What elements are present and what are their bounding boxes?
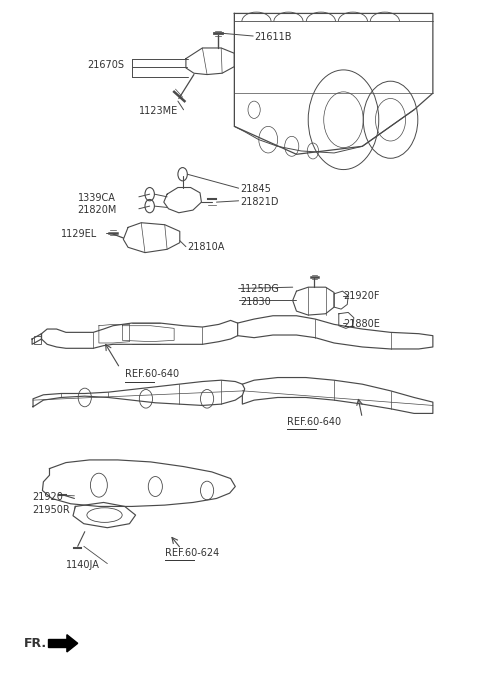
Text: 21611B: 21611B [254,33,292,42]
Polygon shape [67,635,78,652]
Text: 1125DG: 1125DG [240,283,280,294]
Text: 21920: 21920 [32,492,63,502]
Text: 21821D: 21821D [240,197,278,207]
Text: REF.60-640: REF.60-640 [287,417,341,427]
Text: 1123ME: 1123ME [139,106,178,116]
Text: 21670S: 21670S [87,60,124,71]
Text: 21920F: 21920F [344,292,380,302]
Text: 21820M: 21820M [78,205,117,215]
Text: REF.60-624: REF.60-624 [165,548,219,558]
Text: 21810A: 21810A [187,242,225,252]
Text: 1339CA: 1339CA [78,193,116,203]
Text: 21845: 21845 [240,184,271,194]
Text: REF.60-640: REF.60-640 [125,370,179,379]
Bar [34,336,40,344]
Text: 21880E: 21880E [344,319,380,330]
Text: FR.: FR. [24,637,47,650]
Text: 1129EL: 1129EL [61,229,97,239]
Text: 1140JA: 1140JA [66,560,100,570]
Text: 21950R: 21950R [32,505,70,515]
Bar [48,639,71,647]
Text: 21830: 21830 [240,297,271,306]
